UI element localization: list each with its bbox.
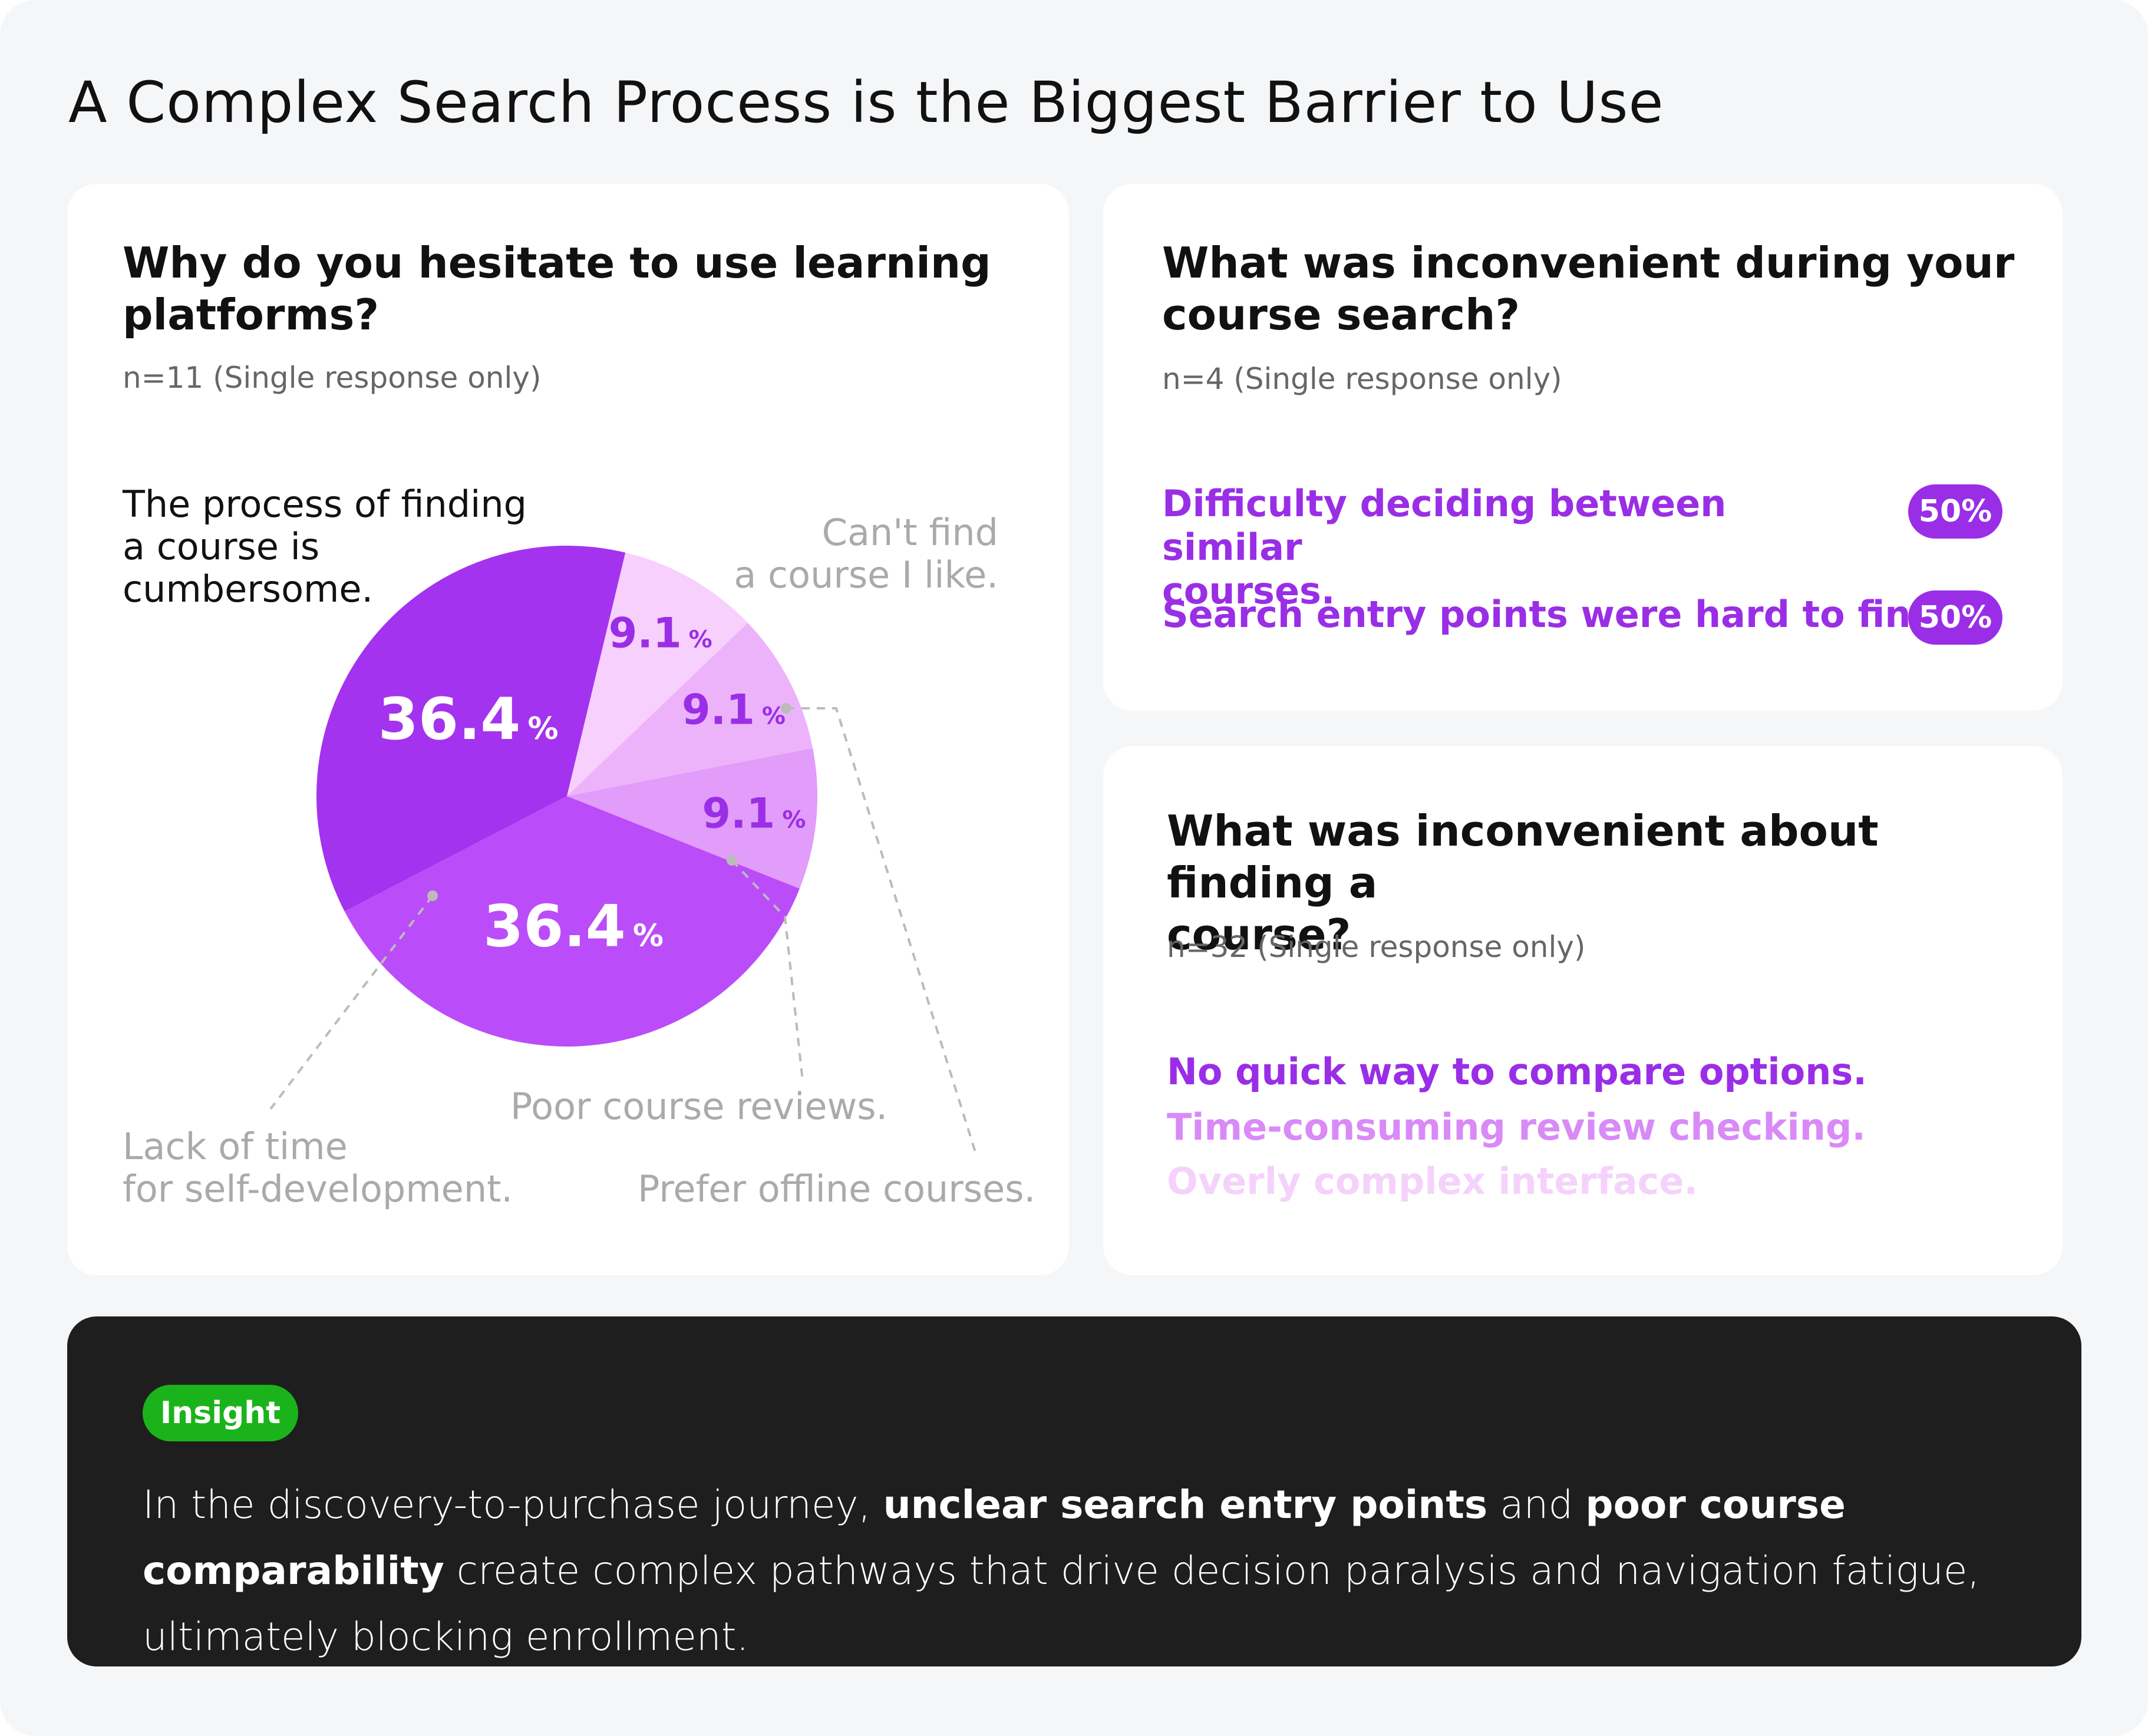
search-option-2-percent: 50% (1908, 590, 2002, 645)
finding-inconvenience-card: What was inconvenient about finding a co… (1103, 746, 2063, 1275)
search-option-2-line-1: Search entry points were hard to find. (1162, 593, 1951, 636)
pie-slice-lack-of-time-for-self-development (344, 796, 800, 1047)
finding-question: What was inconvenient about finding a co… (1167, 805, 2039, 961)
label-cant-find-line-1: Can't find (821, 511, 998, 554)
search-sample-size: n=4 (Single response only) (1162, 362, 1562, 396)
pie-sample-size: n=11 (Single response only) (123, 361, 542, 395)
search-question-line-1: What was inconvenient during your (1162, 238, 2015, 288)
pie-value-label-poor-course-reviews: 9.1% (702, 790, 806, 838)
pie-slice-the-process-of-finding-a-course-is-cumbersome (316, 546, 626, 912)
label-cant-find: Can't find a course I like. (734, 511, 998, 596)
label-cumbersome-line-3: cumbersome. (123, 567, 374, 610)
pie-chart-card: Why do you hesitate to use learning plat… (67, 184, 1069, 1275)
label-cumbersome-line-2: a course is (123, 525, 320, 568)
insight-text-part-3: create complex pathways that drive decis… (143, 1548, 1980, 1659)
search-question-line-2: course search? (1162, 290, 1520, 339)
pie-value-label-the-process-of-finding-a-course-is-cumbersome: 36.4% (378, 686, 559, 753)
search-option-1-line-2: courses. (1162, 569, 1335, 612)
insight-text-part-1: In the discovery-to-purchase journey, (143, 1482, 883, 1527)
label-poor-reviews: Poor course reviews. (510, 1085, 887, 1128)
insight-text-part-2: and (1487, 1482, 1586, 1527)
finding-question-line-2: course? (1167, 910, 1351, 959)
search-option-1: Difficulty deciding between similar cour… (1162, 482, 1869, 613)
pie-slice-poor-course-reviews (567, 748, 817, 889)
leader-line-offline (786, 707, 977, 1154)
label-offline-line-1: Prefer offline courses. (638, 1167, 1036, 1210)
finding-item-1: No quick way to compare options. (1167, 1050, 1867, 1093)
pie-slice-prefer-offline-courses (567, 622, 813, 796)
finding-item-2: Time-consuming review checking. (1167, 1105, 1866, 1148)
label-cumbersome-line-1: The process of finding (123, 483, 527, 526)
pie-slice-can-t-find-a-course-i-like (567, 552, 748, 796)
insight-text-emphasis-1: unclear search entry points (883, 1482, 1488, 1527)
search-option-1-line-1: Difficulty deciding between similar (1162, 482, 1727, 569)
pie-value-label-prefer-offline-courses: 9.1% (682, 685, 786, 734)
search-option-1-percent: 50% (1908, 484, 2002, 539)
pie-question: Why do you hesitate to use learning plat… (123, 237, 1007, 341)
label-cant-find-line-2: a course I like. (734, 553, 998, 596)
leader-dot-poor-reviews (727, 855, 737, 866)
search-inconvenience-card: What was inconvenient during your course… (1103, 184, 2063, 711)
leader-dot-offline (781, 703, 791, 714)
pie-question-line-1: Why do you hesitate to use learning (123, 238, 991, 288)
search-option-2: Search entry points were hard to find. (1162, 593, 1951, 636)
insight-text: In the discovery-to-purchase journey, un… (143, 1472, 2040, 1670)
label-lack-time-line-1: Lack of time (123, 1125, 348, 1168)
finding-question-line-1: What was inconvenient about finding a (1167, 806, 1879, 907)
leader-line-poor-reviews (731, 859, 804, 1081)
pie-chart: 9.1 % 9.1 % 9.1 % 36.4 % 36.4% (269, 546, 977, 1154)
label-offline: Prefer offline courses. (638, 1168, 1035, 1210)
label-lack-time: Lack of time for self-development. (123, 1126, 513, 1210)
pie-value-label-can-t-find-a-course-i-like: 9.1% (609, 609, 712, 658)
leader-dot-lack-time (427, 890, 438, 901)
page-title: A Complex Search Process is the Biggest … (68, 70, 1664, 136)
search-question: What was inconvenient during your course… (1162, 237, 2017, 341)
label-lack-time-line-2: for self-development. (123, 1167, 513, 1210)
insight-text-emphasis-2: poor course comparability (143, 1482, 1846, 1593)
label-cumbersome: The process of finding a course is cumbe… (123, 483, 527, 610)
insight-panel: Insight In the discovery-to-purchase jou… (67, 1316, 2081, 1666)
label-poor-reviews-line-1: Poor course reviews. (510, 1085, 888, 1128)
pie-question-line-2: platforms? (123, 290, 380, 339)
finding-item-3: Overly complex interface. (1167, 1160, 1698, 1203)
pie-value-label-lack-of-time-for-self-development: 36.4% (483, 893, 664, 961)
finding-sample-size: n=32 (Single response only) (1167, 930, 1586, 964)
insight-badge: Insight (143, 1385, 298, 1441)
